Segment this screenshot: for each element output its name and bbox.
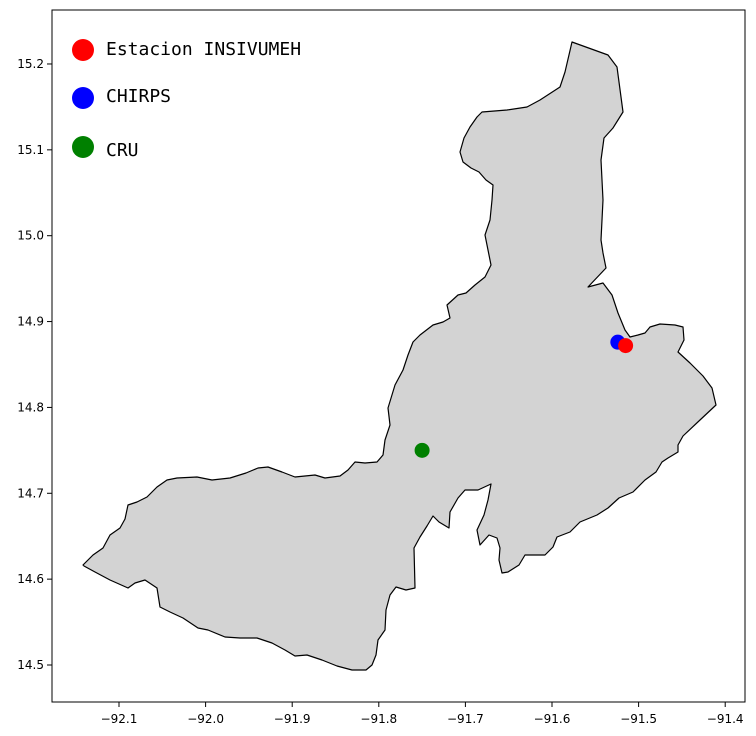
- region-shape: [82, 41, 717, 671]
- legend-marker-green: [72, 136, 94, 158]
- y-tick-label: 14.8: [17, 400, 44, 414]
- legend-item-insivumeh: Estacion INSIVUMEH: [72, 39, 301, 61]
- x-tick-label: −92.1: [101, 712, 138, 726]
- legend-label: Estacion INSIVUMEH: [106, 39, 301, 60]
- x-axis-ticks: −92.1 −92.0 −91.9 −91.8 −91.7 −91.6 −91.5 −91.4: [101, 702, 744, 726]
- y-tick-label: 15.1: [17, 143, 44, 157]
- y-tick-label: 15.2: [17, 57, 44, 71]
- y-tick-label: 14.6: [17, 572, 44, 586]
- x-tick-label: −91.7: [447, 712, 484, 726]
- legend-item-chirps: CHIRPS: [72, 86, 171, 109]
- station-points: [414, 334, 634, 458]
- y-tick-label: 14.9: [17, 315, 44, 329]
- legend-label: CRU: [106, 140, 139, 161]
- y-tick-label: 14.7: [17, 486, 44, 500]
- legend-label: CHIRPS: [106, 86, 171, 107]
- x-tick-label: −91.5: [620, 712, 657, 726]
- axes-frame: [51, 9, 746, 703]
- legend-marker-red: [72, 39, 94, 61]
- y-axis-ticks: 14.5 14.6 14.7 14.8 14.9 15.0 15.1 15.2: [17, 57, 52, 672]
- y-tick-label: 15.0: [17, 229, 44, 243]
- station-point: [414, 442, 430, 458]
- x-tick-label: −91.6: [534, 712, 571, 726]
- legend-marker-blue: [72, 87, 94, 109]
- legend: Estacion INSIVUMEH CHIRPS CRU: [72, 39, 301, 161]
- station-point: [618, 338, 634, 354]
- y-tick-label: 14.5: [17, 658, 44, 672]
- legend-item-cru: CRU: [72, 136, 139, 161]
- x-tick-label: −91.9: [274, 712, 311, 726]
- x-tick-label: −91.4: [707, 712, 744, 726]
- x-tick-label: −92.0: [187, 712, 224, 726]
- x-tick-label: −91.8: [360, 712, 397, 726]
